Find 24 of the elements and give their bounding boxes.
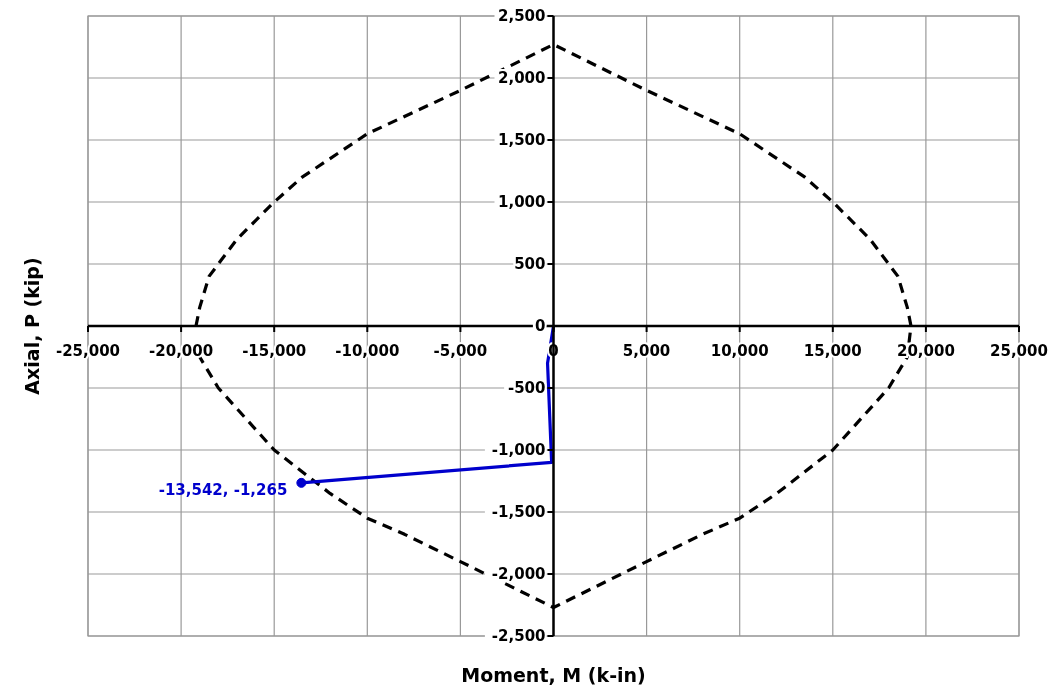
- y-tick-label: 1,500: [498, 131, 546, 149]
- y-tick-label: -500: [507, 379, 546, 397]
- x-tick-label: -20,000: [149, 342, 214, 360]
- y-tick-label: -1,500: [491, 503, 546, 521]
- x-tick-label: -10,000: [335, 342, 400, 360]
- y-tick-label: 500: [514, 255, 546, 273]
- y-tick-label: 0: [535, 317, 546, 335]
- x-tick-label: 15,000: [803, 342, 862, 360]
- x-tick-label: 25,000: [990, 342, 1048, 360]
- y-tick-label: 2,500: [498, 7, 546, 25]
- y-tick-label: -2,500: [491, 627, 546, 645]
- x-tick-label: -15,000: [242, 342, 307, 360]
- y-tick-label: -2,000: [491, 565, 546, 583]
- annotation: -13,542, -1,265: [158, 480, 288, 499]
- x-tick-label: -5,000: [433, 342, 488, 360]
- x-tick-label: 20,000: [896, 342, 955, 360]
- x-axis-title: Moment, M (k-in): [460, 664, 647, 686]
- y-tick-label: 2,000: [498, 69, 546, 87]
- x-tick-label: 10,000: [710, 342, 769, 360]
- x-tick-label: -25,000: [55, 342, 121, 360]
- y-axis-title: Axial, P (kip): [21, 257, 43, 395]
- y-tick-label: -1,000: [491, 441, 546, 459]
- x-tick-label: 5,000: [622, 342, 671, 360]
- y-tick-label: 1,000: [498, 193, 546, 211]
